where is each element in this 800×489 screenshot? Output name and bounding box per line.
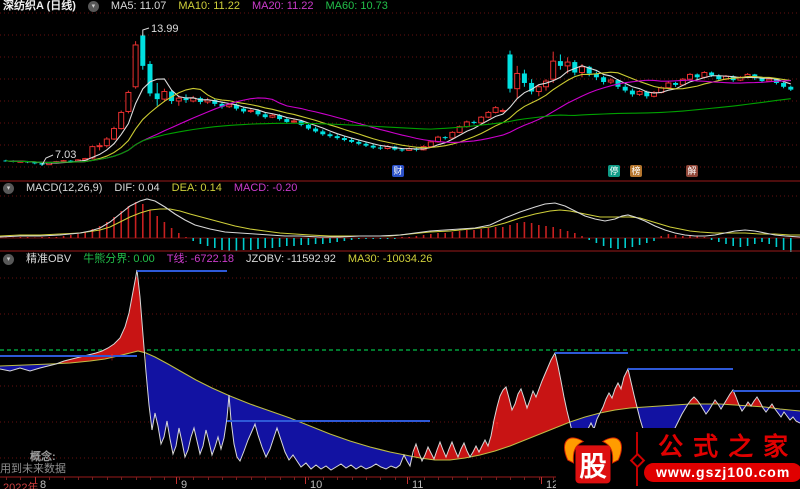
high-price-label: 13.99 xyxy=(151,23,179,35)
axis-tick xyxy=(208,477,209,480)
axis-month-label: 8 xyxy=(40,479,47,489)
axis-month-label: 12 xyxy=(546,479,559,489)
logo-divider xyxy=(629,431,646,486)
logo-site-name: 公式之家 xyxy=(658,434,799,461)
concept-title: 概念: xyxy=(30,451,56,463)
low-price-label: 7.03 xyxy=(55,149,77,161)
collapse-obv-panel-button[interactable]: ▾ xyxy=(3,253,14,265)
gszj-logo: 股 公式之家 www.gszj100.com xyxy=(556,428,800,489)
main-chart-header: 深纺织A (日线) ▾ MA5: 11.07 MA10: 11.22 MA20:… xyxy=(3,0,388,12)
axis-tick xyxy=(452,477,453,480)
axis-month-label: 10 xyxy=(310,479,323,489)
axis-tick xyxy=(524,477,525,480)
axis-tick xyxy=(366,477,367,480)
axis-tick xyxy=(352,477,353,480)
axis-tick xyxy=(510,477,511,480)
ma30-value-label: MA30: -10034.26 xyxy=(347,253,433,265)
dea-value-label: DEA: 0.14 xyxy=(171,182,222,194)
axis-tick xyxy=(49,477,50,480)
bull-bear-label: 牛熊分界: 0.00 xyxy=(83,253,155,265)
stock-title: 深纺织A (日线) xyxy=(3,0,76,12)
axis-tick xyxy=(179,477,180,480)
axis-tick xyxy=(308,477,309,480)
axis-tick xyxy=(496,477,497,480)
axis-tick xyxy=(467,477,468,480)
ma20-label: MA20: 11.22 xyxy=(251,0,314,12)
axis-tick xyxy=(20,477,21,480)
axis-tick xyxy=(380,477,381,480)
axis-tick xyxy=(294,477,295,480)
axis-tick xyxy=(337,477,338,480)
candlestick-panel xyxy=(3,27,794,166)
axis-tick xyxy=(265,477,266,480)
macd-panel xyxy=(0,198,800,252)
macd-value-label: MACD: -0.20 xyxy=(233,182,298,194)
axis-tick xyxy=(280,477,281,480)
axis-month-label: 9 xyxy=(181,479,188,489)
axis-tick xyxy=(424,477,425,480)
axis-tick xyxy=(438,477,439,480)
month-tick xyxy=(35,477,36,484)
axis-tick xyxy=(107,477,108,480)
event-badge-榜[interactable]: 榜 xyxy=(630,165,642,177)
t-line-label: T线: -6722.18 xyxy=(166,253,235,265)
macd-header: ▾ MACD(12,26,9) DIF: 0.04 DEA: 0.14 MACD… xyxy=(3,182,297,194)
svg-text:↑: ↑ xyxy=(494,419,500,431)
axis-tick xyxy=(539,477,540,480)
axis-tick xyxy=(164,477,165,480)
axis-tick xyxy=(193,477,194,480)
axis-tick xyxy=(64,477,65,480)
axis-tick xyxy=(121,477,122,480)
axis-tick xyxy=(222,477,223,480)
month-tick xyxy=(407,477,408,484)
axis-tick xyxy=(251,477,252,480)
event-badge-财[interactable]: 财 xyxy=(392,165,404,177)
month-tick xyxy=(541,477,542,484)
dif-value-label: DIF: 0.04 xyxy=(114,182,160,194)
diamond-icon xyxy=(629,452,646,468)
axis-tick xyxy=(92,477,93,480)
obv-name-label: 精准OBV xyxy=(26,253,72,265)
axis-tick xyxy=(395,477,396,480)
ma10-label: MA10: 11.22 xyxy=(178,0,240,12)
axis-tick xyxy=(6,477,7,480)
ma60-label: MA60: 10.73 xyxy=(325,0,388,12)
axis-tick xyxy=(236,477,237,480)
ma5-label: MA5: 11.07 xyxy=(110,0,167,12)
axis-tick xyxy=(78,477,79,480)
month-tick xyxy=(176,477,177,484)
axis-tick xyxy=(136,477,137,480)
axis-tick xyxy=(323,477,324,480)
stock-char-glyph: 股 xyxy=(579,450,607,481)
concept-text: 用到未来数据 xyxy=(0,463,66,475)
event-badge-解[interactable]: 解 xyxy=(686,165,698,177)
macd-name-label: MACD(12,26,9) xyxy=(26,182,103,194)
axis-year-label: 2022年 xyxy=(3,482,39,489)
axis-tick xyxy=(150,477,151,480)
jzobv-value-label: JZOBV: -11592.92 xyxy=(246,253,336,265)
logo-site-url: www.gszj100.com xyxy=(644,463,800,482)
bull-stock-icon: 股 xyxy=(564,436,622,483)
obv-header: ▾ 精准OBV 牛熊分界: 0.00 T线: -6722.18 JZOBV: -… xyxy=(3,253,432,265)
month-tick xyxy=(305,477,306,484)
event-badge-停[interactable]: 停 xyxy=(608,165,620,177)
axis-tick xyxy=(481,477,482,480)
axis-tick xyxy=(553,477,554,480)
concept-note: 概念: 用到未来数据 xyxy=(0,451,66,475)
collapse-main-panel-button[interactable]: ▾ xyxy=(87,0,99,12)
axis-tick xyxy=(409,477,410,480)
svg-text:↑: ↑ xyxy=(109,351,115,363)
collapse-macd-panel-button[interactable]: ▾ xyxy=(3,182,14,194)
axis-month-label: 11 xyxy=(412,479,424,489)
